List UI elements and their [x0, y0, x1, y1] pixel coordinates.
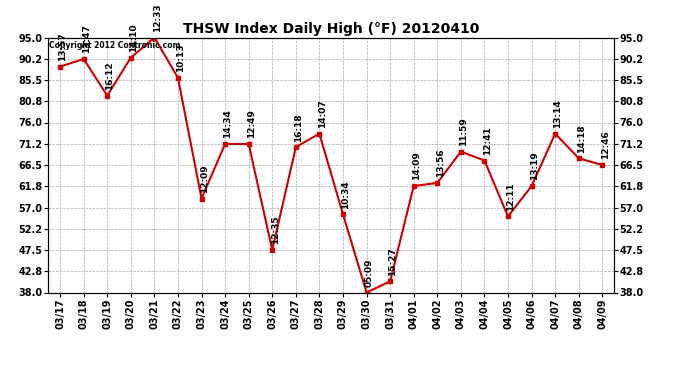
Text: 12:49: 12:49 — [247, 110, 256, 138]
Text: 14:09: 14:09 — [412, 152, 421, 180]
Text: 10:34: 10:34 — [342, 180, 351, 209]
Text: 10:13: 10:13 — [176, 44, 185, 72]
Text: 05:09: 05:09 — [365, 258, 374, 287]
Text: 14:07: 14:07 — [317, 99, 326, 128]
Text: Copyright 2012 Contronic.com: Copyright 2012 Contronic.com — [50, 41, 181, 50]
Text: 16:18: 16:18 — [294, 113, 303, 141]
Text: 12:11: 12:11 — [506, 182, 515, 211]
Text: 12:35: 12:35 — [270, 216, 279, 244]
Text: 15:27: 15:27 — [388, 247, 397, 276]
Text: 13:14: 13:14 — [553, 99, 562, 128]
Text: 12:09: 12:09 — [200, 164, 209, 193]
Text: 14:34: 14:34 — [224, 110, 233, 138]
Text: 13:57: 13:57 — [59, 32, 68, 61]
Text: 11:59: 11:59 — [459, 117, 468, 146]
Text: 12:33: 12:33 — [152, 3, 161, 32]
Text: 16:12: 16:12 — [106, 62, 115, 90]
Text: 14:10: 14:10 — [129, 24, 138, 52]
Text: 13:47: 13:47 — [82, 24, 91, 53]
Text: 12:46: 12:46 — [600, 131, 609, 159]
Text: 12:41: 12:41 — [483, 126, 492, 155]
Text: 13:56: 13:56 — [435, 149, 444, 177]
Text: 13:19: 13:19 — [530, 152, 539, 180]
Title: THSW Index Daily High (°F) 20120410: THSW Index Daily High (°F) 20120410 — [183, 22, 480, 36]
Text: 14:18: 14:18 — [577, 124, 586, 153]
